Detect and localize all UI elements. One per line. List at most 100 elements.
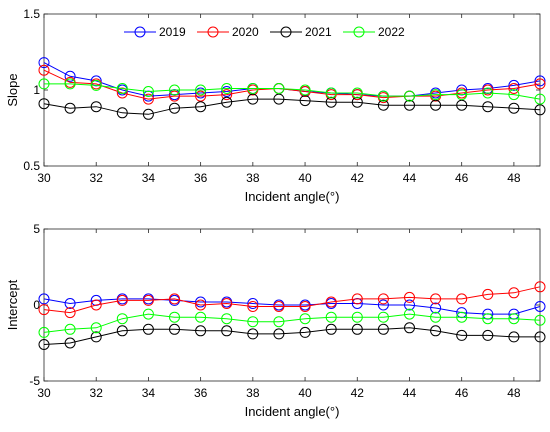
data-point-2020 <box>404 291 415 303</box>
y-tick-label: 0.5 <box>23 159 40 173</box>
data-point-2021 <box>38 98 50 110</box>
data-point-2021 <box>404 99 415 111</box>
data-point-2022 <box>64 78 76 90</box>
data-point-2020 <box>508 287 520 299</box>
data-point-2021 <box>273 93 285 105</box>
series-line-2020 <box>43 69 541 100</box>
data-point-2022 <box>273 83 285 94</box>
x-tick-label: 46 <box>455 386 469 400</box>
data-point-2021 <box>221 96 233 108</box>
data-point-2021 <box>195 325 207 337</box>
data-point-2021 <box>351 96 363 108</box>
data-point-2022 <box>404 90 415 102</box>
data-point-2020 <box>299 301 311 312</box>
data-point-2020 <box>534 281 546 293</box>
data-point-2020 <box>169 293 180 305</box>
data-point-2021 <box>221 325 233 337</box>
series-line-2021 <box>43 327 540 345</box>
data-point-2021 <box>456 329 468 341</box>
data-point-2022 <box>482 87 494 99</box>
data-point-2022 <box>299 84 311 96</box>
x-tick-label: 30 <box>37 386 51 400</box>
x-tick-label: 48 <box>507 171 521 185</box>
x-tick-label: 44 <box>403 386 417 400</box>
x-tick-label: 48 <box>507 386 521 400</box>
data-point-2022 <box>325 87 337 99</box>
legend: 2019 2020 2021 2022 <box>124 25 405 39</box>
data-point-2019 <box>221 86 233 97</box>
data-point-2020 <box>116 294 128 306</box>
chart-panel-1: 30 32 34 36 38 40 42 44 46 48 0.5 1 1.5 Incident angl… <box>5 7 546 204</box>
data-point-2020 <box>195 90 207 102</box>
data-point-2020 <box>508 83 520 94</box>
data-point-2022 <box>116 313 128 325</box>
data-point-2019 <box>534 75 546 87</box>
data-point-2022 <box>90 322 102 334</box>
data-point-2021 <box>456 99 468 111</box>
y-axis-label: Slope <box>5 73 20 106</box>
data-point-2021 <box>325 96 337 108</box>
data-point-2021 <box>169 102 180 114</box>
data-point-2021 <box>90 331 102 343</box>
data-point-2021 <box>64 337 76 349</box>
series-line-2022 <box>44 83 541 100</box>
data-point-2022 <box>482 313 494 325</box>
data-point-2022 <box>247 316 259 328</box>
data-point-2020 <box>482 288 494 300</box>
data-point-2020 <box>38 64 50 76</box>
x-axis-label: Incident angle(°) <box>245 404 340 419</box>
data-point-2021 <box>38 339 50 350</box>
y-tick-label: 1 <box>33 83 40 97</box>
legend-marker-2022 <box>353 26 365 38</box>
x-tick-label: 32 <box>90 171 104 185</box>
data-point-2022 <box>351 87 363 99</box>
data-point-2021 <box>534 104 546 116</box>
data-point-2022 <box>142 308 154 320</box>
data-point-2021 <box>142 108 154 120</box>
data-point-2021 <box>534 331 546 343</box>
y-tick-label: 0 <box>33 298 40 312</box>
chart-panel-2: 30 32 34 36 38 40 42 44 46 48 -5 0 5 Incident angle(°… <box>5 222 546 419</box>
data-point-2020 <box>482 84 494 96</box>
data-point-2022 <box>456 311 468 323</box>
x-tick-label: 30 <box>37 171 51 185</box>
data-point-2022 <box>169 311 180 323</box>
data-point-2022 <box>534 93 546 105</box>
data-point-2022 <box>169 84 180 96</box>
data-point-2019 <box>38 57 50 69</box>
x-tick-label: 44 <box>403 171 417 185</box>
data-point-2020 <box>456 293 468 305</box>
data-point-2021 <box>116 325 128 337</box>
data-point-2022 <box>351 311 363 323</box>
data-point-2021 <box>299 95 311 107</box>
data-point-2020 <box>377 293 389 305</box>
x-tick-label: 36 <box>194 171 208 185</box>
data-point-2019 <box>64 298 76 309</box>
data-point-2020 <box>64 307 76 319</box>
data-point-2022 <box>430 89 442 101</box>
data-point-2021 <box>273 328 285 340</box>
x-tick-label: 38 <box>246 386 260 400</box>
data-point-2022 <box>404 308 415 320</box>
legend-marker-2020 <box>207 26 219 38</box>
data-point-2022 <box>116 83 128 94</box>
data-point-2022 <box>377 311 389 323</box>
data-point-2020 <box>169 90 180 102</box>
data-point-2021 <box>482 329 494 341</box>
series-line-2020 <box>43 286 541 314</box>
data-point-2022 <box>195 84 207 96</box>
data-point-2021 <box>508 102 520 114</box>
data-point-2019 <box>247 298 259 309</box>
y-tick-label: 1.5 <box>23 7 40 21</box>
data-point-2022 <box>64 323 76 335</box>
x-tick-label: 40 <box>298 386 312 400</box>
data-point-2021 <box>116 107 128 119</box>
data-point-2020 <box>90 299 102 311</box>
legend-marker-2019 <box>134 26 146 38</box>
series-line-2021 <box>43 98 541 115</box>
legend-label-2019: 2019 <box>159 25 186 39</box>
x-tick-label: 34 <box>142 171 156 185</box>
data-point-2022 <box>299 313 311 325</box>
data-point-2021 <box>430 325 442 337</box>
data-point-2019 <box>195 87 207 99</box>
